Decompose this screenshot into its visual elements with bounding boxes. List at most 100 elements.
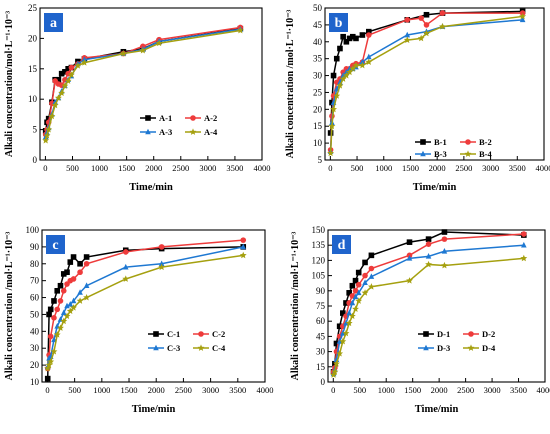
- data-point: [423, 22, 430, 28]
- x-tick-label: 1000: [91, 163, 108, 173]
- data-point: [403, 36, 411, 43]
- series-line: [46, 246, 244, 379]
- legend-label: C-4: [212, 343, 226, 353]
- data-point: [418, 15, 424, 21]
- data-point: [346, 68, 353, 76]
- data-point: [333, 340, 340, 347]
- series-line: [332, 257, 524, 376]
- legend-marker: [145, 115, 151, 121]
- data-point: [51, 101, 59, 109]
- legend-label: B-3: [434, 149, 447, 159]
- data-point: [60, 271, 67, 277]
- legend-marker: [423, 344, 429, 351]
- data-point: [423, 11, 430, 18]
- y-tick-label: 105: [312, 271, 326, 281]
- data-point: [425, 253, 432, 259]
- legend-marker: [197, 344, 205, 351]
- data-point: [45, 126, 53, 133]
- data-point: [77, 269, 83, 276]
- y-tick-label: 5: [318, 155, 323, 165]
- data-point: [342, 71, 350, 79]
- data-point: [349, 282, 356, 289]
- legend-marker: [189, 128, 197, 135]
- data-point: [50, 348, 58, 355]
- legend: A-1 A-2 A-3 A-4: [140, 113, 218, 137]
- panel-badge-box: [329, 13, 348, 32]
- data-point: [83, 282, 90, 289]
- data-point: [340, 330, 346, 336]
- x-tick-label: 1000: [375, 163, 392, 173]
- data-point: [54, 94, 62, 101]
- legend-marker: [465, 139, 471, 145]
- data-point: [349, 299, 356, 306]
- data-point: [46, 311, 52, 318]
- x-axis-label: Time/min: [413, 182, 457, 193]
- y-tick-label: 15: [313, 121, 323, 131]
- data-point: [122, 263, 129, 270]
- data-point: [441, 236, 448, 242]
- y-tick-label: 90: [316, 286, 326, 296]
- data-point: [55, 76, 62, 83]
- panel-badge-label: a: [50, 16, 57, 31]
- series-line: [44, 26, 241, 135]
- data-point: [339, 337, 347, 345]
- y-tick-label: 60: [30, 293, 40, 303]
- data-point: [330, 105, 337, 113]
- series-D-2: [330, 231, 527, 375]
- data-point: [54, 288, 61, 294]
- legend-marker: [420, 139, 426, 145]
- data-point: [44, 364, 52, 372]
- y-tick-label: 35: [313, 54, 323, 64]
- data-point: [67, 301, 74, 307]
- data-point: [365, 58, 373, 65]
- data-point: [425, 260, 432, 268]
- data-point: [70, 297, 77, 304]
- panel-badge-label: d: [338, 238, 346, 253]
- data-point: [67, 71, 75, 78]
- data-point: [345, 319, 353, 327]
- data-point: [336, 323, 343, 330]
- legend-marker: [464, 150, 472, 157]
- data-point: [439, 22, 446, 30]
- data-point: [58, 70, 65, 77]
- data-point: [66, 307, 74, 314]
- x-tick-label: 0: [43, 163, 47, 173]
- legend: B-1 B-2 B-3 B-4: [415, 137, 493, 159]
- y-tick-label: 120: [312, 255, 326, 265]
- data-point: [336, 350, 344, 357]
- x-tick-label: 3500: [510, 385, 527, 395]
- panel-badge-box: [332, 235, 351, 254]
- series-B-4: [327, 12, 527, 157]
- x-tick-label: 2000: [145, 163, 162, 173]
- data-point: [77, 260, 83, 267]
- y-tick-label: 30: [316, 347, 326, 357]
- data-point: [417, 34, 425, 42]
- data-point: [368, 265, 375, 272]
- data-point: [359, 32, 366, 38]
- panel-badge: c: [46, 235, 65, 254]
- y-tick-label: 20: [28, 33, 38, 43]
- data-point: [80, 59, 88, 66]
- y-tick-label: 135: [312, 240, 326, 250]
- y-axis-label: Alkali concentration /mol·L⁻¹·10⁻³: [4, 232, 15, 381]
- data-point: [404, 31, 411, 38]
- y-tick-label: 10: [28, 94, 38, 104]
- y-axis-label: Alkali concentration /mol·L⁻¹·10⁻³: [290, 232, 301, 381]
- y-tick-label: 40: [313, 37, 323, 47]
- x-axis-label: Time/min: [129, 182, 173, 193]
- data-point: [63, 312, 71, 320]
- data-point: [361, 289, 369, 296]
- y-tick-label: 50: [30, 309, 40, 319]
- y-tick-label: 30: [30, 343, 40, 353]
- data-point: [57, 298, 64, 304]
- data-point: [58, 89, 66, 97]
- data-point: [367, 283, 375, 290]
- data-point: [48, 112, 56, 120]
- y-axis-label: Alkali concentration /mol·L⁻¹·10⁻³: [285, 10, 296, 159]
- data-point: [366, 28, 372, 35]
- series-line: [332, 233, 524, 373]
- x-tick-label: 2000: [148, 385, 165, 395]
- x-tick-label: 4000: [254, 163, 271, 173]
- x-tick-label: 2500: [455, 163, 472, 173]
- x-tick-label: 1500: [404, 385, 421, 395]
